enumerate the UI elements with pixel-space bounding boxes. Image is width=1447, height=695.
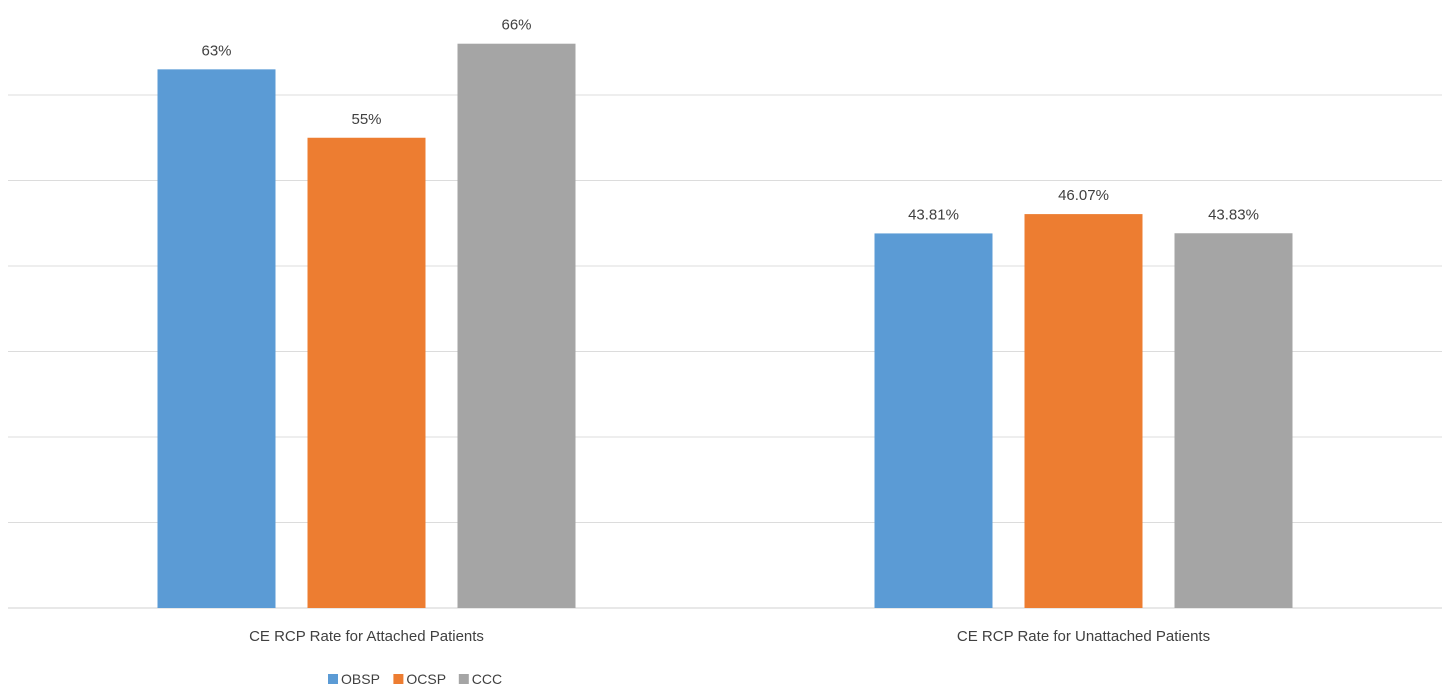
category-labels: CE RCP Rate for Attached Patients CE RCP … [249, 628, 1210, 645]
category-label: CE RCP Rate for Unattached Patients [957, 628, 1210, 645]
bar-obsp-2 [874, 233, 993, 608]
legend-swatch-obsp [328, 674, 338, 684]
legend-swatch-ccc [458, 674, 469, 684]
legend-label-ccc: CCC [472, 671, 502, 687]
data-label: 43.81% [908, 206, 959, 223]
data-label: 63% [201, 42, 231, 59]
data-label: 66% [501, 17, 531, 34]
data-label: 43.83% [1208, 206, 1259, 223]
bar-ocsp-1 [307, 137, 426, 608]
data-label: 46.07% [1058, 187, 1109, 204]
bars [157, 43, 1293, 609]
legend-swatch-ocsp [393, 674, 404, 684]
legend: OBSP OCSP CCC [328, 671, 502, 687]
data-labels: 63% 55% 66% 43.81% 46.07% 43.83% [201, 17, 1258, 224]
bar-ccc-1 [457, 43, 576, 608]
legend-label-ocsp: OCSP [406, 671, 446, 687]
bar-ccc-2 [1174, 233, 1293, 609]
legend-label-obsp: OBSP [341, 671, 380, 687]
bar-ocsp-2 [1024, 214, 1143, 608]
bar-obsp-1 [157, 69, 276, 609]
category-label: CE RCP Rate for Attached Patients [249, 628, 484, 645]
data-label: 55% [351, 111, 381, 128]
